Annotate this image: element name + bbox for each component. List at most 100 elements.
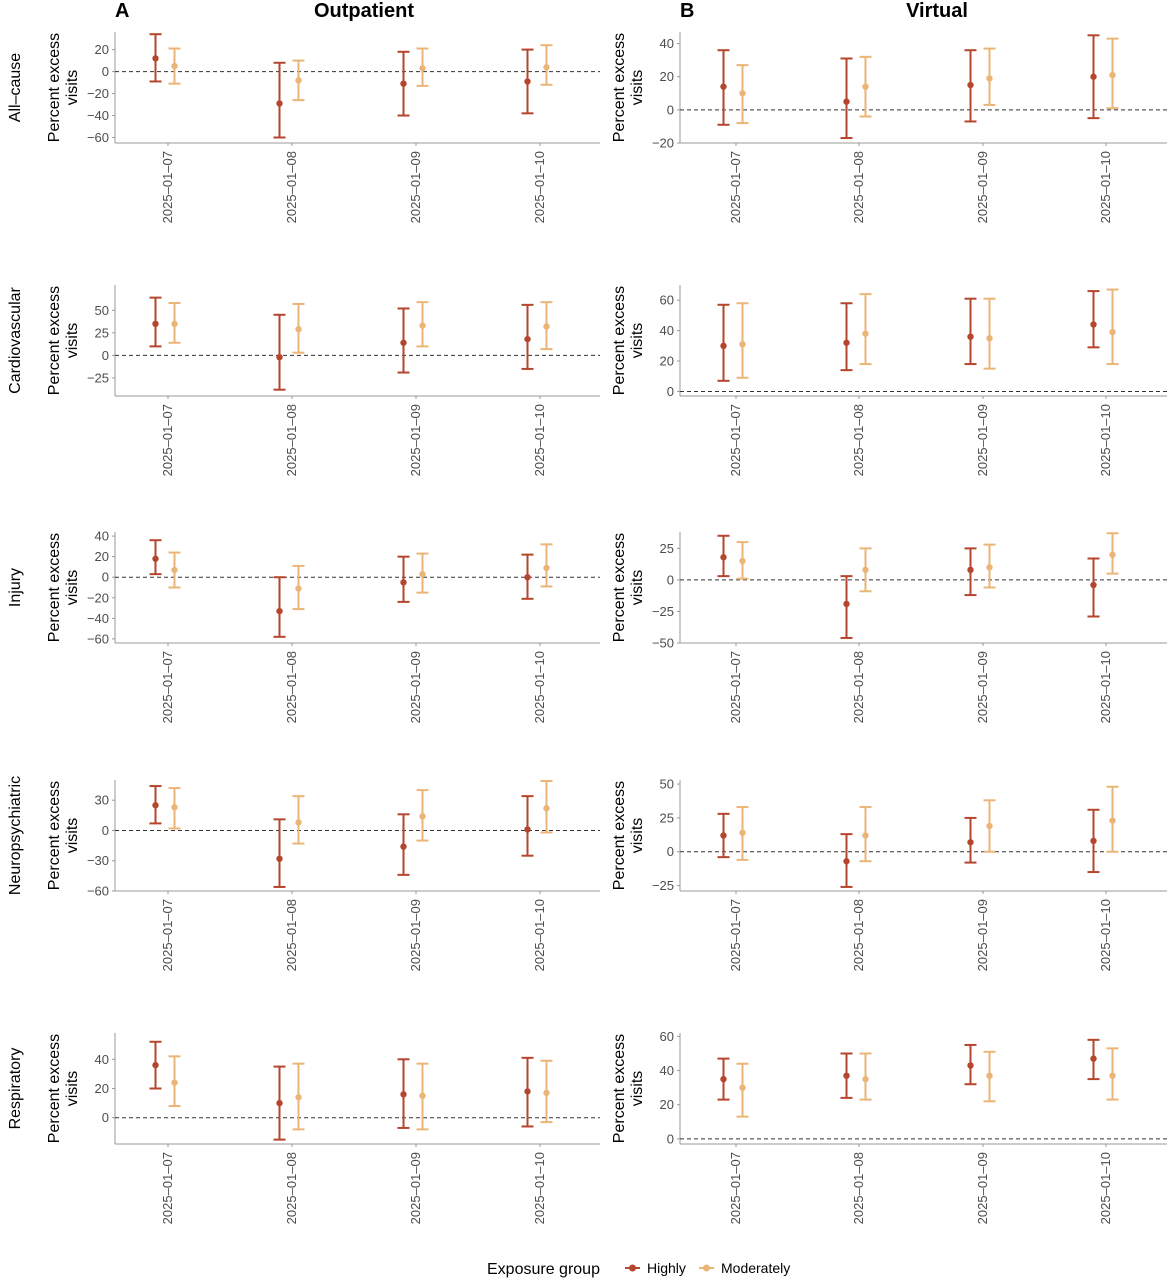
errorbar-moderately bbox=[736, 302, 749, 379]
legend-label-highly: Highly bbox=[647, 1260, 686, 1276]
y-tick-label: −20 bbox=[87, 86, 109, 101]
point-estimate bbox=[862, 566, 869, 574]
x-tick-label: 2025–01–09 bbox=[408, 899, 423, 971]
x-tick-label: 2025–01–09 bbox=[975, 899, 990, 971]
point-estimate bbox=[739, 557, 746, 565]
errorbar-highly bbox=[964, 1043, 977, 1086]
panel-letter-a: A bbox=[115, 0, 129, 22]
point-estimate bbox=[986, 1072, 993, 1079]
point-estimate bbox=[276, 855, 283, 862]
point-estimate bbox=[524, 574, 531, 581]
x-tick-label: 2025–01–10 bbox=[532, 151, 547, 223]
x-tick-label: 2025–01–09 bbox=[408, 151, 423, 223]
row-label-all-cause: All–cause bbox=[7, 53, 24, 122]
errorbar-highly bbox=[149, 1040, 162, 1090]
point-estimate bbox=[720, 342, 727, 350]
errorbar-highly bbox=[840, 57, 853, 140]
point-estimate bbox=[400, 339, 407, 346]
x-tick-label: 2025–01–07 bbox=[160, 899, 175, 971]
y-axis-title-line2: visits bbox=[629, 70, 646, 106]
legend-label-moderately: Moderately bbox=[721, 1260, 790, 1276]
y-tick-label: 20 bbox=[95, 42, 109, 57]
y-tick-label: −20 bbox=[652, 136, 674, 151]
point-estimate bbox=[720, 83, 727, 90]
legend-point-moderately bbox=[703, 1264, 710, 1272]
errorbar-highly bbox=[840, 1052, 853, 1099]
errorbar-highly bbox=[1087, 1038, 1100, 1081]
x-tick-label: 2025–01–09 bbox=[408, 651, 423, 723]
legend: Exposure group Highly Moderately bbox=[487, 1260, 790, 1278]
y-tick-label: 20 bbox=[95, 549, 109, 564]
point-estimate bbox=[843, 98, 850, 105]
errorbar-moderately bbox=[736, 541, 749, 580]
y-axis-title-line1: Percent excess bbox=[46, 33, 63, 142]
point-estimate bbox=[967, 1062, 974, 1069]
x-tick-label: 2025–01–08 bbox=[284, 1152, 299, 1224]
x-tick-label: 2025–01–07 bbox=[728, 404, 743, 476]
y-axis-title-line2: visits bbox=[629, 323, 646, 359]
errorbar-highly bbox=[397, 50, 410, 117]
point-estimate bbox=[967, 839, 974, 846]
x-tick-label: 2025–01–07 bbox=[728, 651, 743, 723]
y-tick-label: −60 bbox=[87, 884, 109, 899]
y-tick-label: −50 bbox=[652, 636, 674, 651]
errorbar-highly bbox=[521, 48, 534, 115]
point-estimate bbox=[171, 1079, 178, 1086]
errorbar-highly bbox=[964, 547, 977, 597]
errorbar-highly bbox=[273, 1065, 286, 1141]
y-tick-label: −25 bbox=[87, 370, 109, 385]
x-tick-label: 2025–01–08 bbox=[284, 404, 299, 476]
y-axis-title-line1: Percent excess bbox=[611, 1034, 628, 1143]
point-estimate bbox=[295, 326, 302, 333]
errorbar-moderately bbox=[168, 787, 181, 830]
y-axis-title-line1: Percent excess bbox=[46, 781, 63, 890]
x-tick-label: 2025–01–10 bbox=[1098, 404, 1113, 476]
x-tick-label: 2025–01–07 bbox=[160, 1152, 175, 1224]
errorbar-highly bbox=[397, 1058, 410, 1129]
legend-title: Exposure group bbox=[487, 1261, 600, 1278]
point-estimate bbox=[400, 80, 407, 87]
errorbar-moderately bbox=[292, 302, 305, 354]
row-label-injury: Injury bbox=[7, 568, 24, 607]
errorbar-highly bbox=[964, 297, 977, 366]
errorbar-highly bbox=[521, 1056, 534, 1128]
panel-all-cause-outpatient: 20 0 −20 −40 −60 2025–01–07 2025–01–08 2025–01–… bbox=[7, 32, 600, 223]
errorbar-moderately bbox=[540, 44, 553, 86]
point-estimate bbox=[295, 585, 302, 592]
errorbar-highly bbox=[273, 818, 286, 888]
errorbar-highly bbox=[840, 833, 853, 888]
point-estimate bbox=[152, 320, 159, 328]
y-tick-label: −60 bbox=[87, 631, 109, 646]
errorbar-moderately bbox=[416, 301, 429, 348]
y-tick-label: 0 bbox=[102, 348, 109, 363]
y-tick-label: −40 bbox=[87, 108, 109, 123]
x-tick-label: 2025–01–09 bbox=[975, 151, 990, 223]
errorbar-highly bbox=[717, 534, 730, 578]
x-tick-label: 2025–01–10 bbox=[1098, 899, 1113, 971]
y-axis-title-line1: Percent excess bbox=[46, 286, 63, 395]
point-estimate bbox=[524, 78, 531, 85]
point-estimate bbox=[400, 1091, 407, 1098]
point-estimate bbox=[419, 65, 426, 72]
errorbar-moderately bbox=[983, 1050, 996, 1103]
point-estimate bbox=[1109, 328, 1116, 336]
errorbar-moderately bbox=[168, 1055, 181, 1108]
point-estimate bbox=[295, 819, 302, 826]
panel-respiratory-outpatient: 40 20 0 2025–01–07 2025–01–08 2025–01–09 2025–… bbox=[7, 1033, 600, 1224]
y-tick-label: 20 bbox=[660, 1097, 674, 1112]
errorbar-moderately bbox=[292, 564, 305, 611]
point-estimate bbox=[1090, 581, 1097, 589]
y-tick-label: −30 bbox=[87, 853, 109, 868]
x-tick-label: 2025–01–10 bbox=[1098, 1152, 1113, 1224]
x-tick-label: 2025–01–10 bbox=[532, 404, 547, 476]
point-estimate bbox=[739, 829, 746, 836]
y-tick-label: 25 bbox=[660, 541, 674, 556]
y-tick-label: 0 bbox=[102, 64, 109, 79]
errorbar-moderately bbox=[859, 293, 872, 366]
point-estimate bbox=[720, 832, 727, 839]
y-axis-title-line2: visits bbox=[629, 1071, 646, 1107]
y-tick-label: 40 bbox=[660, 36, 674, 51]
errorbar-moderately bbox=[416, 552, 429, 594]
point-estimate bbox=[171, 804, 178, 811]
